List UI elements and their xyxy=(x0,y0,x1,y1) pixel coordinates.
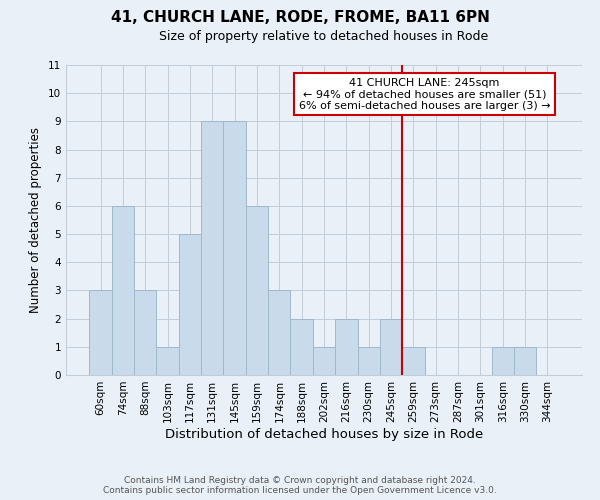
Text: 41 CHURCH LANE: 245sqm
← 94% of detached houses are smaller (51)
6% of semi-deta: 41 CHURCH LANE: 245sqm ← 94% of detached… xyxy=(299,78,550,111)
X-axis label: Distribution of detached houses by size in Rode: Distribution of detached houses by size … xyxy=(165,428,483,440)
Bar xyxy=(134,290,157,375)
Bar xyxy=(223,122,246,375)
Bar xyxy=(157,347,179,375)
Bar xyxy=(491,347,514,375)
Text: Contains HM Land Registry data © Crown copyright and database right 2024.
Contai: Contains HM Land Registry data © Crown c… xyxy=(103,476,497,495)
Bar xyxy=(358,347,380,375)
Bar xyxy=(89,290,112,375)
Bar xyxy=(201,122,223,375)
Bar xyxy=(268,290,290,375)
Bar xyxy=(290,318,313,375)
Bar xyxy=(313,347,335,375)
Bar xyxy=(335,318,358,375)
Bar xyxy=(179,234,201,375)
Bar xyxy=(246,206,268,375)
Bar xyxy=(402,347,425,375)
Bar xyxy=(112,206,134,375)
Title: Size of property relative to detached houses in Rode: Size of property relative to detached ho… xyxy=(160,30,488,43)
Text: 41, CHURCH LANE, RODE, FROME, BA11 6PN: 41, CHURCH LANE, RODE, FROME, BA11 6PN xyxy=(110,10,490,25)
Bar xyxy=(380,318,402,375)
Y-axis label: Number of detached properties: Number of detached properties xyxy=(29,127,43,313)
Bar xyxy=(514,347,536,375)
